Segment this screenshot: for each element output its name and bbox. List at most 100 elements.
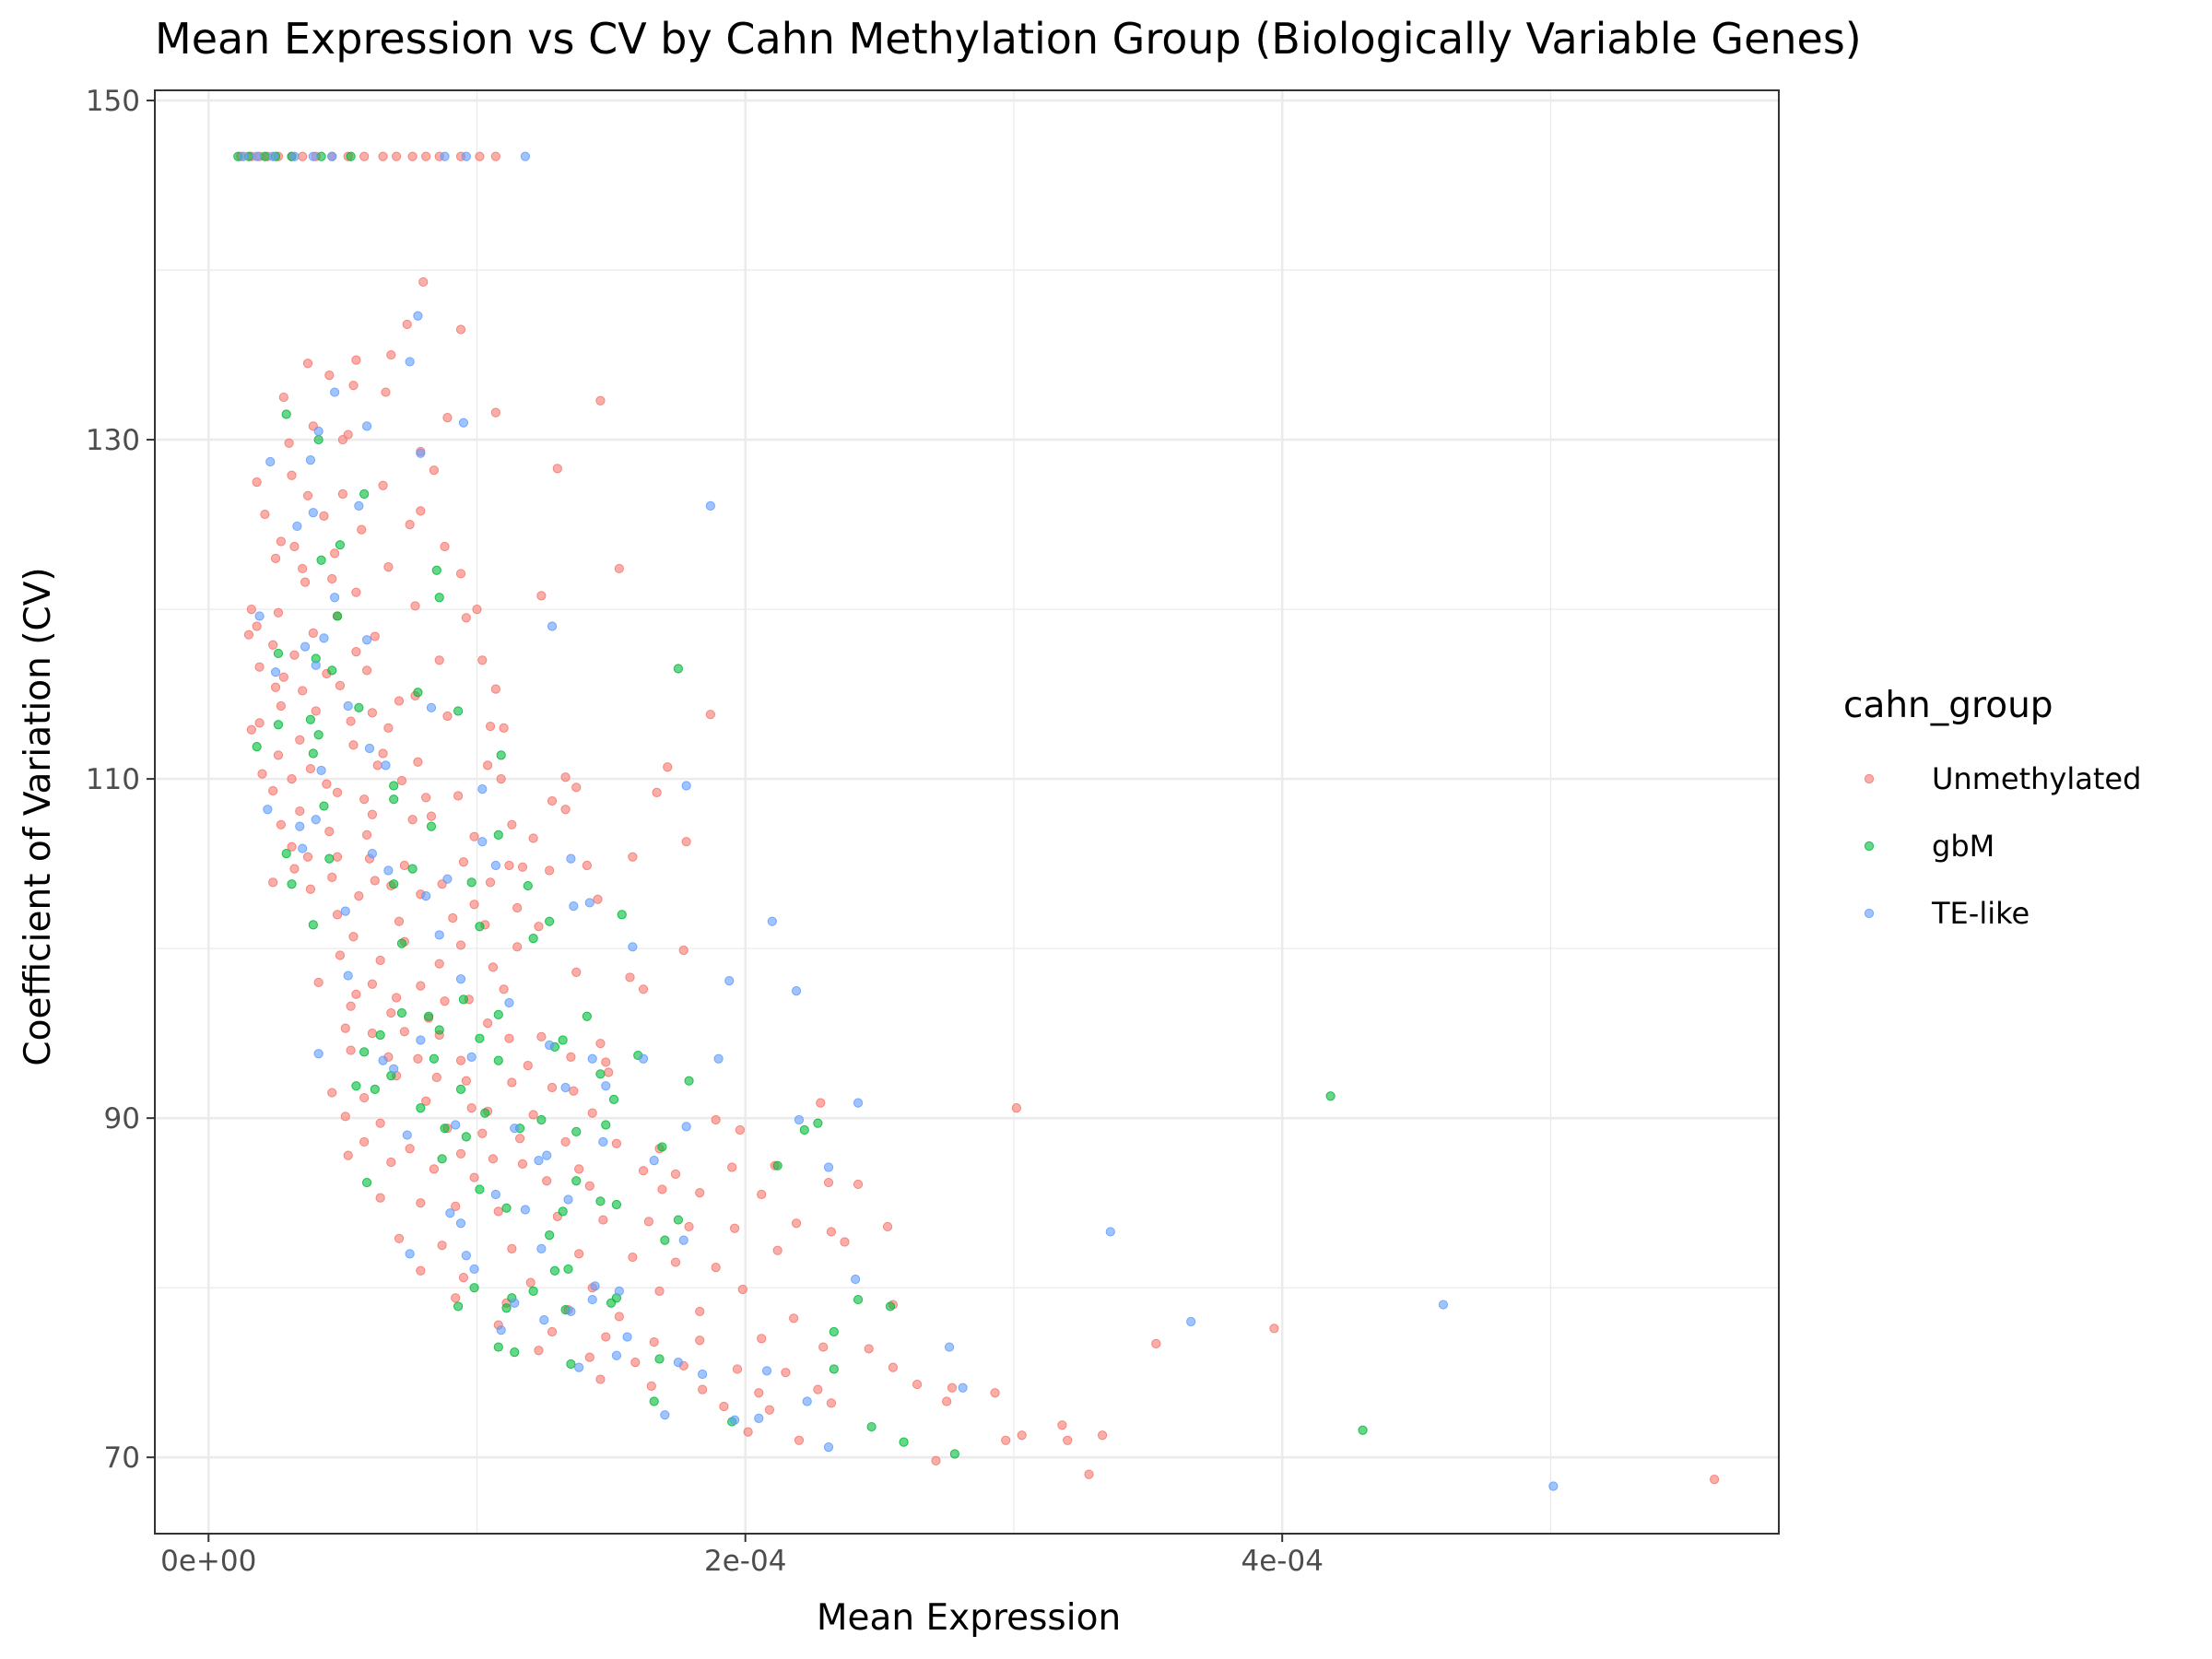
data-point	[394, 916, 405, 926]
data-point	[413, 1053, 423, 1064]
data-point	[601, 1057, 611, 1067]
data-point	[316, 555, 326, 565]
data-point	[545, 1230, 555, 1241]
legend-label: Unmethylated	[1932, 761, 2141, 796]
data-point	[413, 311, 423, 321]
data-point	[490, 684, 500, 694]
data-point	[566, 1359, 576, 1370]
data-point	[571, 1126, 582, 1136]
data-point	[370, 876, 380, 886]
data-point	[590, 1281, 600, 1291]
y-tick-label: 130	[86, 424, 140, 457]
data-point	[402, 319, 412, 330]
data-point	[681, 837, 691, 847]
data-point	[684, 1076, 694, 1086]
data-point	[654, 1354, 665, 1364]
data-point	[549, 1265, 560, 1276]
data-point	[254, 611, 265, 621]
data-point	[257, 769, 267, 779]
data-point	[713, 1053, 724, 1064]
data-point	[458, 857, 469, 867]
data-point	[455, 1148, 466, 1159]
data-point	[367, 848, 378, 859]
data-point	[399, 860, 409, 871]
data-point	[695, 1335, 705, 1346]
data-point	[652, 787, 662, 797]
x-tick-label: 2e-04	[704, 1545, 786, 1578]
data-point	[407, 815, 418, 825]
data-point	[475, 151, 485, 161]
data-point	[630, 1358, 641, 1368]
data-point	[772, 1245, 782, 1255]
data-point	[268, 877, 278, 888]
data-points	[233, 151, 1720, 1491]
data-point	[268, 151, 278, 161]
data-point	[625, 972, 635, 982]
data-point	[698, 1369, 708, 1380]
data-point	[480, 1108, 490, 1118]
y-axis-title: Coefficient of Variation (CV)	[18, 567, 59, 1065]
data-point	[545, 865, 555, 876]
data-point	[375, 955, 385, 966]
data-point	[361, 421, 372, 431]
data-point	[343, 700, 353, 712]
data-point	[657, 1142, 667, 1152]
data-point	[547, 1082, 558, 1093]
data-point	[281, 848, 291, 859]
data-point	[335, 950, 346, 960]
data-point	[695, 1188, 705, 1198]
data-point	[794, 1435, 805, 1445]
data-point	[598, 1215, 608, 1225]
data-point	[394, 1233, 405, 1243]
data-point	[499, 984, 509, 994]
data-point	[386, 1007, 396, 1018]
data-point	[327, 1088, 337, 1098]
data-point	[389, 794, 399, 805]
data-point	[536, 1031, 547, 1041]
data-point	[322, 779, 332, 789]
x-tick-label: 0e+00	[160, 1545, 256, 1578]
data-point	[332, 852, 343, 862]
legend-item: gbM	[1864, 829, 1994, 864]
legend-item: TE-like	[1864, 896, 2030, 931]
data-point	[802, 1396, 812, 1406]
data-point	[429, 465, 439, 476]
data-point	[732, 1364, 743, 1374]
data-point	[389, 879, 399, 889]
legend-swatch	[1864, 908, 1875, 919]
data-point	[370, 631, 380, 641]
data-point	[504, 1033, 514, 1043]
data-point	[451, 1201, 461, 1211]
data-point	[455, 569, 466, 579]
data-point	[563, 1264, 573, 1275]
data-point	[598, 1136, 608, 1147]
data-point	[327, 573, 337, 584]
data-point	[851, 1274, 861, 1285]
data-point	[421, 151, 431, 161]
data-point	[421, 1096, 431, 1106]
data-point	[254, 718, 265, 728]
data-point	[1269, 1324, 1279, 1334]
data-point	[545, 916, 555, 926]
data-point	[276, 536, 286, 547]
data-point	[493, 1055, 503, 1065]
data-point	[545, 1040, 555, 1051]
data-point	[313, 434, 324, 445]
data-point	[448, 912, 458, 924]
data-point	[711, 1114, 721, 1125]
data-point	[823, 1177, 834, 1188]
data-point	[378, 748, 388, 759]
data-point	[566, 1306, 576, 1317]
data-point	[584, 1181, 594, 1191]
data-point	[260, 151, 270, 161]
data-point	[608, 1094, 619, 1105]
data-point	[298, 563, 308, 574]
data-point	[587, 1108, 597, 1118]
data-point	[330, 548, 340, 559]
data-point	[534, 1346, 544, 1356]
legend-swatch	[1864, 841, 1875, 852]
data-point	[490, 151, 500, 161]
data-point	[899, 1437, 909, 1447]
data-point	[826, 1227, 837, 1237]
data-point	[536, 1114, 547, 1125]
